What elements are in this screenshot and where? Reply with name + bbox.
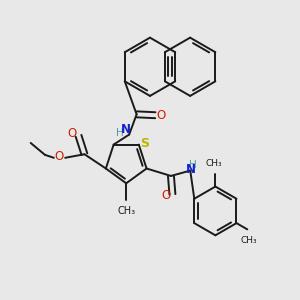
- Text: H: H: [116, 128, 124, 138]
- Text: CH₃: CH₃: [206, 158, 222, 167]
- Text: S: S: [140, 137, 149, 150]
- Text: O: O: [161, 189, 170, 202]
- Text: O: O: [68, 127, 76, 140]
- Text: N: N: [121, 123, 131, 136]
- Text: O: O: [156, 109, 166, 122]
- Text: N: N: [186, 163, 196, 176]
- Text: CH₃: CH₃: [241, 236, 257, 245]
- Text: H: H: [189, 160, 197, 170]
- Text: O: O: [54, 150, 63, 164]
- Text: CH₃: CH₃: [117, 206, 135, 216]
